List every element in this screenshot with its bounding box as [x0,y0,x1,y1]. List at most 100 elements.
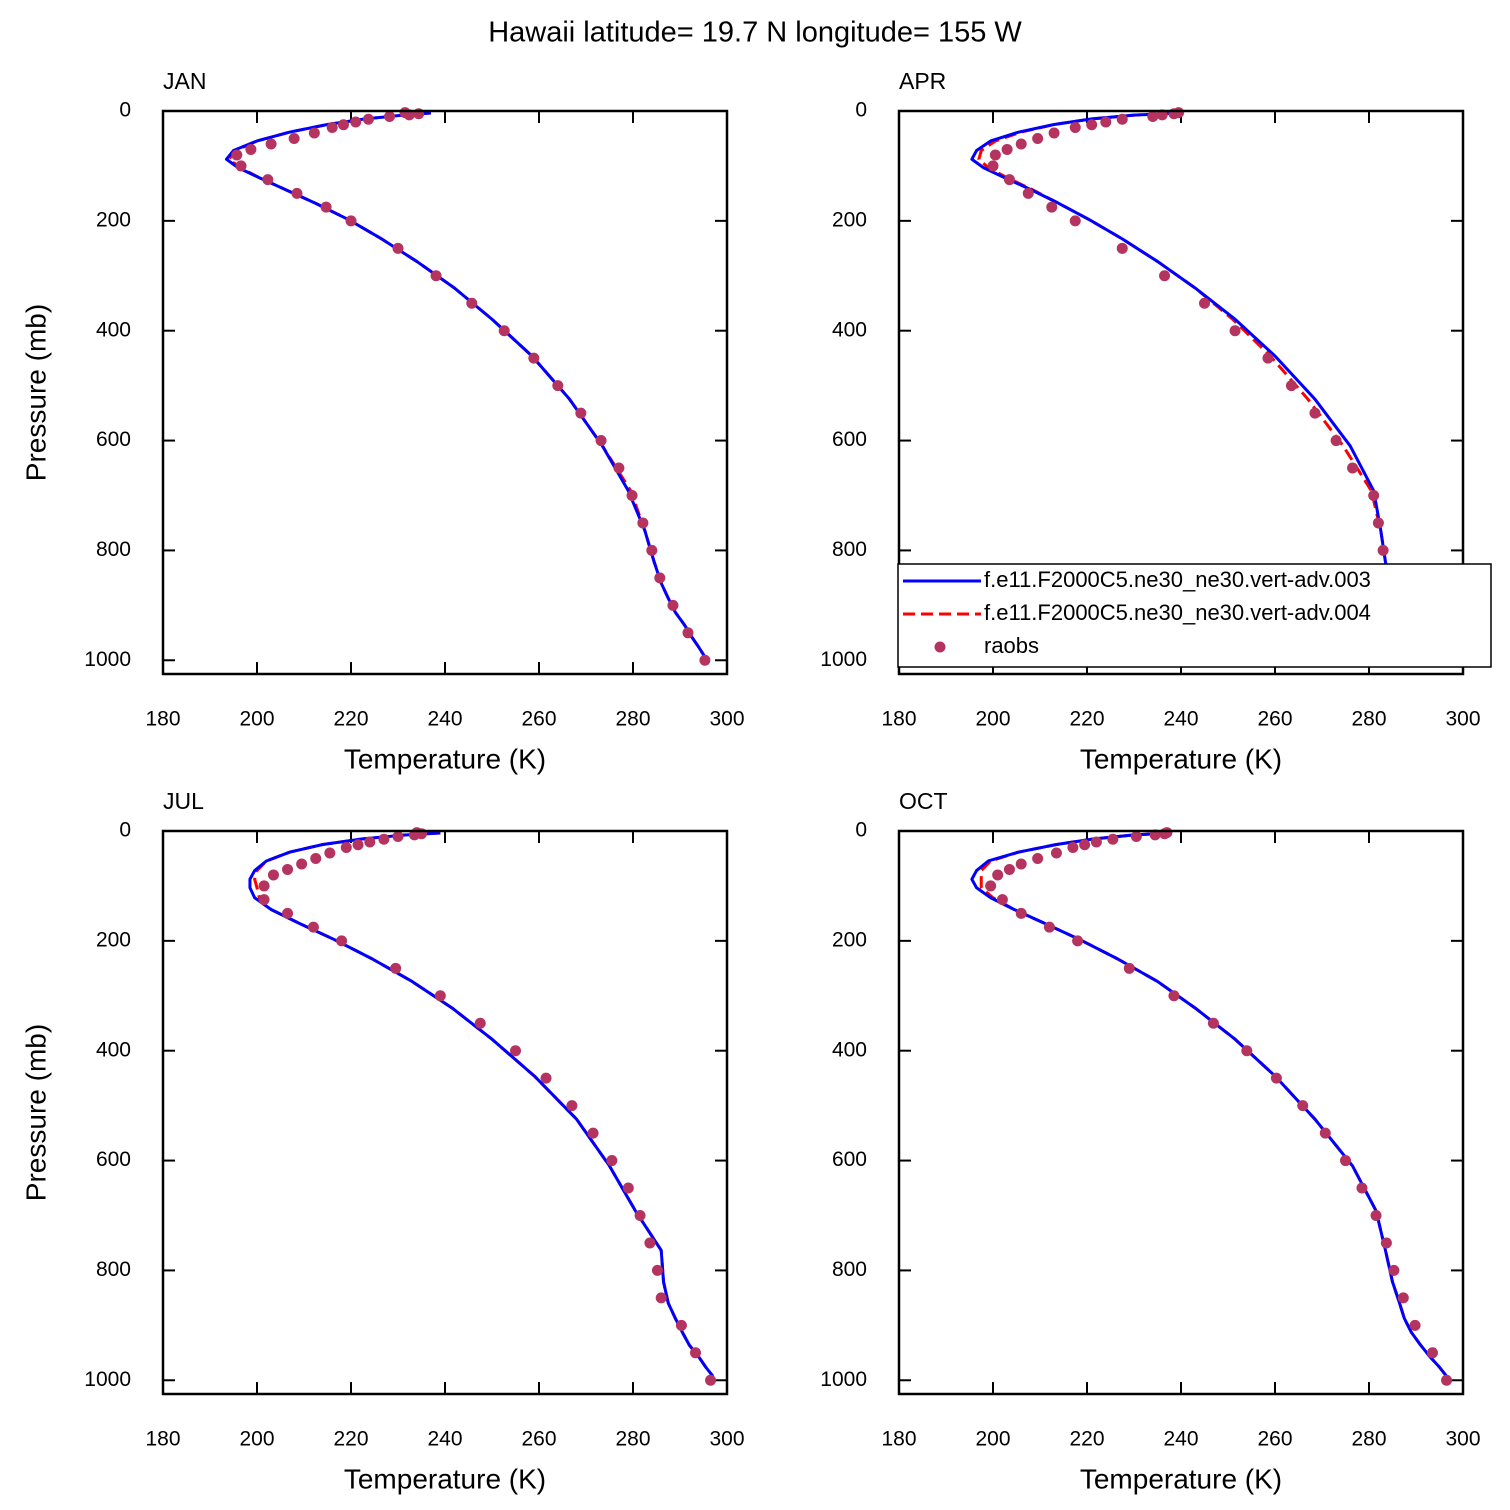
obs-point [362,113,374,125]
obs-point [1262,352,1274,364]
obs-point [392,242,404,254]
x-tick-label: 200 [975,1428,1010,1451]
legend-marker [934,641,946,653]
y-tick-label: 1000 [820,1368,867,1391]
plot-frame [161,109,729,676]
obs-point [654,572,666,584]
obs-point [399,107,411,119]
obs-point [291,187,303,199]
x-tick-label: 300 [709,1428,744,1451]
panel-title: JUL [163,788,204,814]
y-tick-label: 600 [832,1148,867,1171]
obs-point [1043,921,1055,933]
x-tick-label: 220 [1069,1428,1104,1451]
obs-point [308,127,320,139]
x-tick-label: 200 [239,708,274,731]
x-axis-label: Temperature (K) [344,1463,546,1494]
x-axis-label: Temperature (K) [1080,1463,1282,1494]
figure-title: Hawaii latitude= 19.7 N longitude= 155 W [488,17,1022,49]
x-tick-label: 220 [333,708,368,731]
x-tick-label: 220 [1069,708,1104,731]
obs-point [690,1347,702,1359]
y-axis-label: Pressure (mb) [20,304,51,481]
obs-point [1100,116,1112,128]
obs-point [1409,1319,1421,1331]
obs-point [1079,839,1091,851]
obs-point [1161,827,1173,839]
obs-point [1032,132,1044,144]
obs-point [336,935,348,947]
obs-point [644,1237,656,1249]
obs-point [675,1319,687,1331]
obs-point [655,1292,667,1304]
obs-point [364,836,376,848]
panel-title: OCT [899,788,948,814]
obs-point [1380,1237,1392,1249]
x-tick-label: 260 [521,1428,556,1451]
obs-point [1123,962,1135,974]
y-tick-label: 200 [96,928,131,951]
obs-point [587,1127,599,1139]
obs-point [1285,380,1297,392]
obs-point [1086,119,1098,131]
obs-point [265,138,277,150]
y-tick-label: 1000 [84,1368,131,1391]
y-tick-label: 200 [832,928,867,951]
obs-point [1241,1045,1253,1057]
panel-title: APR [899,68,946,94]
x-axis-label: Temperature (K) [1080,743,1282,774]
x-tick-label: 240 [1163,1428,1198,1451]
profile-line [253,831,715,1378]
obs-point [1069,121,1081,133]
y-tick-label: 400 [96,318,131,341]
obs-point [430,270,442,282]
x-tick-label: 180 [145,708,180,731]
y-tick-label: 200 [96,208,131,231]
y-tick-label: 1000 [84,648,131,671]
obs-point [390,962,402,974]
obs-point [326,121,338,133]
obs-point [1003,174,1015,186]
obs-point [1015,907,1027,919]
obs-point [1116,113,1128,125]
obs-point [262,174,274,186]
obs-point [1388,1264,1400,1276]
obs-point [384,110,396,122]
obs-point [267,869,279,881]
obs-point [626,489,638,501]
x-tick-label: 180 [881,708,916,731]
obs-point [992,869,1004,881]
obs-point [1370,1209,1382,1221]
obs-point [1297,1100,1309,1112]
profile-line [248,831,715,1378]
y-axis-label: Pressure (mb) [20,1024,51,1201]
obs-point [258,880,270,892]
legend-label: f.e11.F2000C5.ne30_ne30.vert-adv.003 [984,567,1371,592]
obs-point [1441,1374,1453,1386]
obs-point [528,352,540,364]
y-tick-label: 600 [96,1148,131,1171]
x-axis-label: Temperature (K) [344,743,546,774]
obs-point [1130,830,1142,842]
profile-line [970,831,1448,1378]
obs-point [1377,544,1389,556]
y-tick-label: 600 [832,428,867,451]
obs-point [699,654,711,666]
obs-point [1015,138,1027,150]
obs-point [1397,1292,1409,1304]
y-tick-label: 0 [119,99,131,122]
obs-point [350,116,362,128]
obs-point [320,201,332,213]
obs-point [637,517,649,529]
x-tick-label: 260 [521,708,556,731]
obs-point [1168,990,1180,1002]
obs-point [1147,110,1159,122]
obs-point [1067,841,1079,853]
obs-point [288,132,300,144]
obs-point [1309,407,1321,419]
obs-point [1015,858,1027,870]
obs-point [540,1072,552,1084]
x-tick-label: 240 [1163,708,1198,731]
y-tick-label: 0 [119,819,131,842]
